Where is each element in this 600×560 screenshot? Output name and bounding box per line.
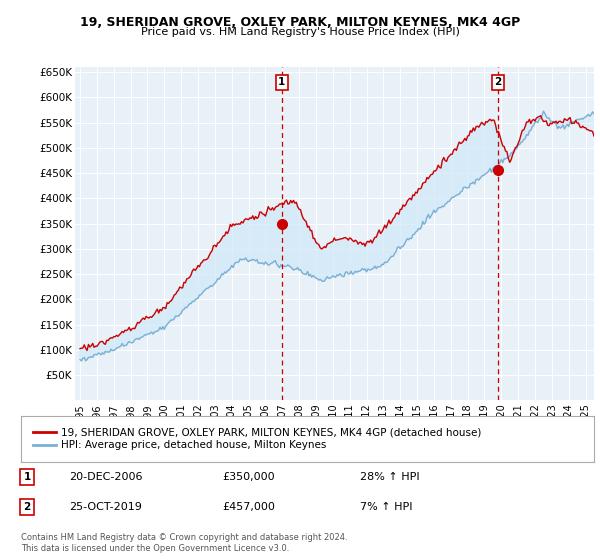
Text: 28% ↑ HPI: 28% ↑ HPI <box>360 472 419 482</box>
Text: 2: 2 <box>23 502 31 512</box>
Text: 1: 1 <box>278 77 286 87</box>
Text: £457,000: £457,000 <box>222 502 275 512</box>
Text: 20-DEC-2006: 20-DEC-2006 <box>69 472 143 482</box>
Text: Price paid vs. HM Land Registry's House Price Index (HPI): Price paid vs. HM Land Registry's House … <box>140 27 460 37</box>
Text: £350,000: £350,000 <box>222 472 275 482</box>
Text: 25-OCT-2019: 25-OCT-2019 <box>69 502 142 512</box>
Text: Contains HM Land Registry data © Crown copyright and database right 2024.
This d: Contains HM Land Registry data © Crown c… <box>21 533 347 553</box>
Legend: 19, SHERIDAN GROVE, OXLEY PARK, MILTON KEYNES, MK4 4GP (detached house), HPI: Av: 19, SHERIDAN GROVE, OXLEY PARK, MILTON K… <box>29 423 486 455</box>
Text: 2: 2 <box>494 77 502 87</box>
Text: 1: 1 <box>23 472 31 482</box>
Text: 7% ↑ HPI: 7% ↑ HPI <box>360 502 413 512</box>
Text: 19, SHERIDAN GROVE, OXLEY PARK, MILTON KEYNES, MK4 4GP: 19, SHERIDAN GROVE, OXLEY PARK, MILTON K… <box>80 16 520 29</box>
